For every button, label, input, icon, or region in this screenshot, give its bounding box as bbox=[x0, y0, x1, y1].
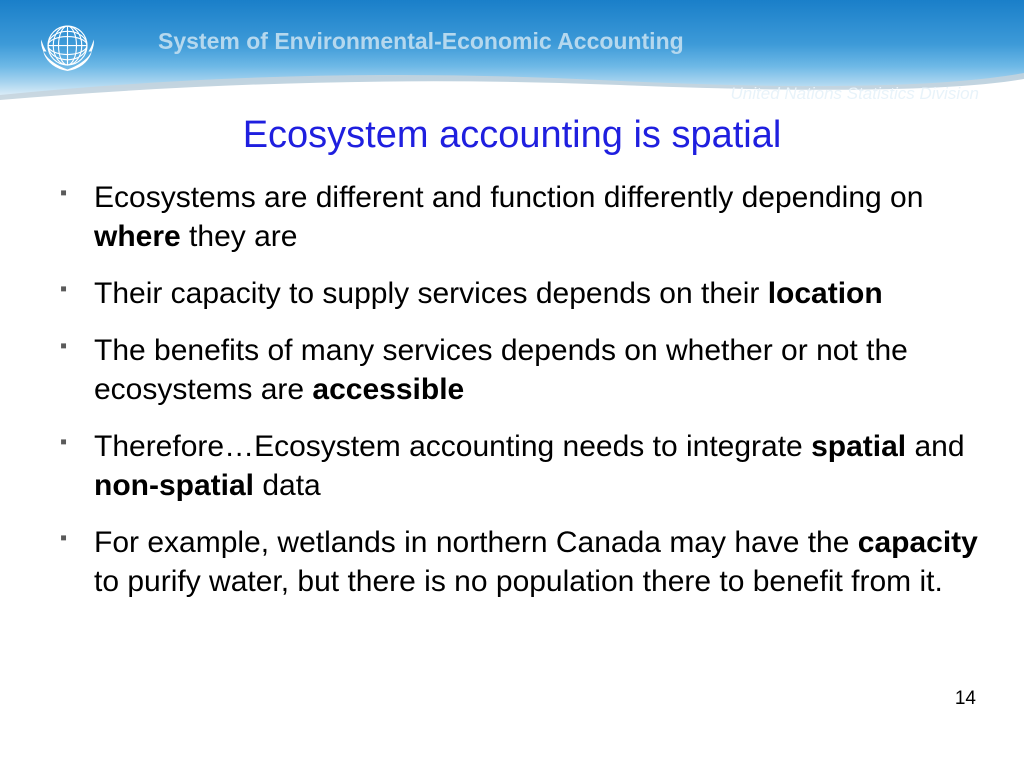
bullet-item: For example, wetlands in northern Canada… bbox=[58, 523, 984, 601]
bullet-item: Ecosystems are different and function di… bbox=[58, 178, 984, 256]
bullet-item: The benefits of many services depends on… bbox=[58, 331, 984, 409]
slide-content: Ecosystems are different and function di… bbox=[58, 178, 984, 619]
page-number: 14 bbox=[955, 688, 976, 710]
bullet-item: Therefore…Ecosystem accounting needs to … bbox=[58, 427, 984, 505]
header-band: System of Environmental-Economic Account… bbox=[0, 0, 1024, 110]
un-logo-icon bbox=[30, 8, 105, 83]
slide-title: Ecosystem accounting is spatial bbox=[0, 114, 1024, 157]
header-title: System of Environmental-Economic Account… bbox=[158, 28, 684, 55]
bullet-list: Ecosystems are different and function di… bbox=[58, 178, 984, 601]
header-subtitle: United Nations Statistics Division bbox=[731, 84, 979, 104]
bullet-item: Their capacity to supply services depend… bbox=[58, 274, 984, 313]
